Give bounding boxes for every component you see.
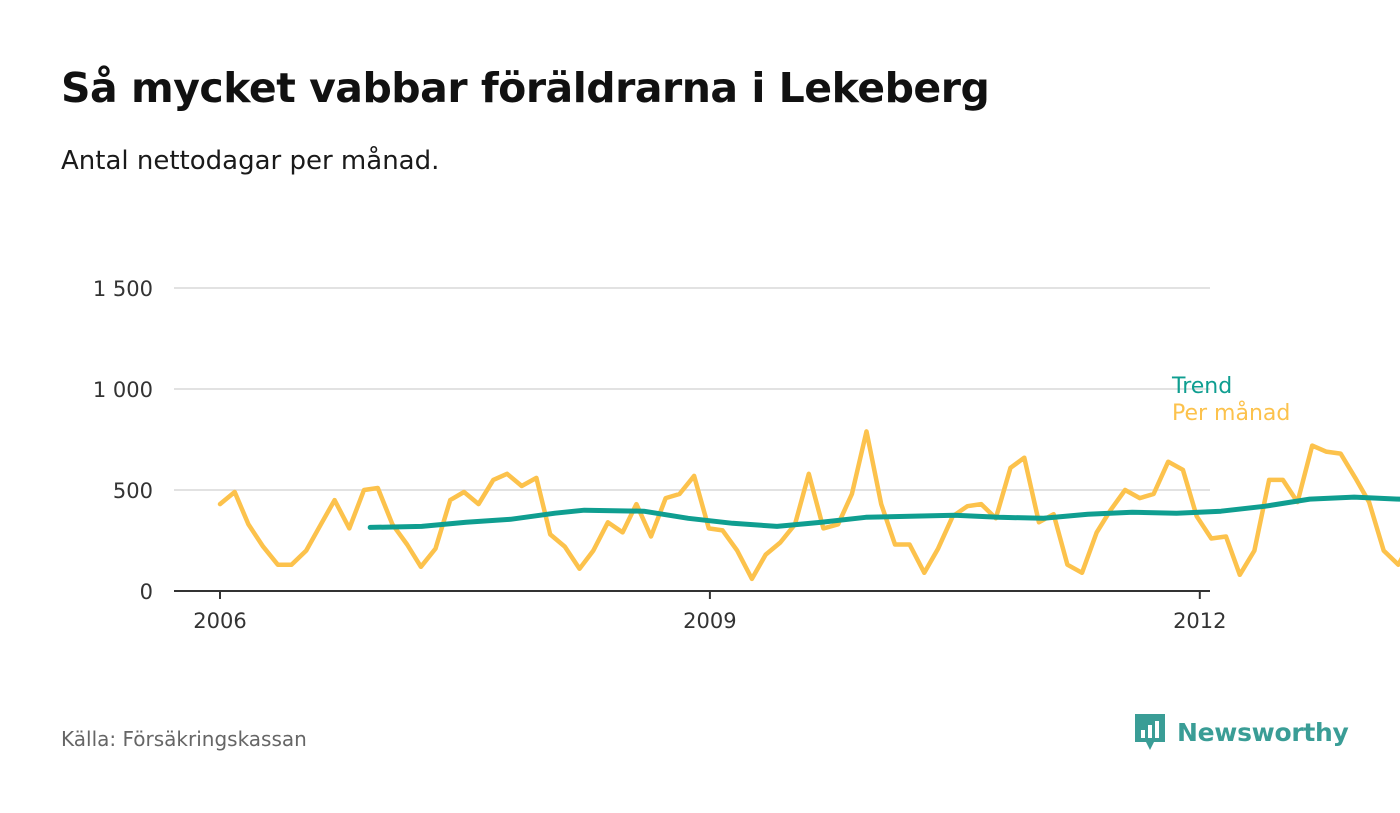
source-note: Källa: Försäkringskassan — [61, 727, 307, 751]
y-tick-label: 1 500 — [93, 277, 153, 301]
y-tick-label: 1 000 — [93, 378, 153, 402]
x-tick-label: 2012 — [1173, 609, 1226, 633]
monthly-series-label: Per månad — [1172, 400, 1290, 426]
chart-subtitle: Antal nettodagar per månad. — [61, 146, 440, 176]
trend-series-label: Trend — [1171, 374, 1232, 399]
trend-line — [367, 494, 1400, 530]
bar-chart-icon — [1135, 714, 1165, 750]
newsworthy-logo[interactable]: Newsworthy — [1133, 712, 1349, 752]
chart-title: Så mycket vabbar föräldrarna i Lekeberg — [61, 64, 990, 112]
y-tick-label: 0 — [140, 580, 153, 604]
y-tick-label: 500 — [113, 479, 153, 503]
monthly-line — [217, 429, 1400, 582]
x-tick-label: 2009 — [683, 609, 736, 633]
x-tick-label: 2006 — [193, 609, 246, 633]
brand-name: Newsworthy — [1177, 717, 1349, 747]
